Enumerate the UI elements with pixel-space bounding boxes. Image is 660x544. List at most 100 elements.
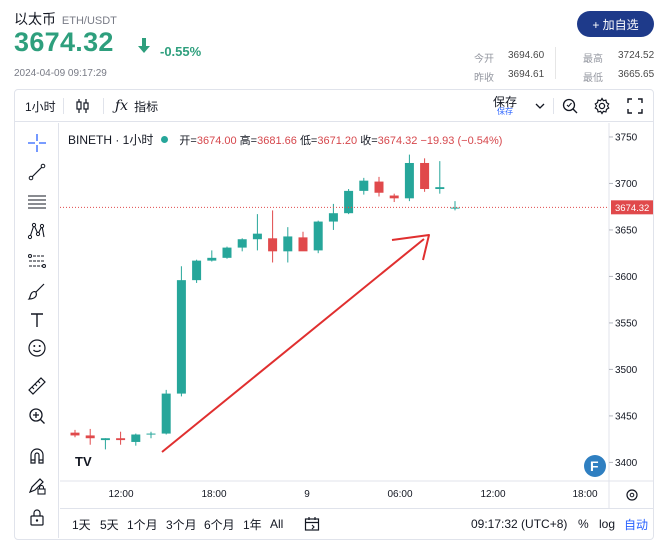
last-price-label: 3674.32 <box>615 203 649 214</box>
axis-settings-icon-center <box>629 492 635 498</box>
range-all[interactable]: All <box>270 517 284 531</box>
chart-widget <box>14 89 654 540</box>
range-toolbar: 1天 5天 1个月 3个月 6个月 1年 All 09:17:32 (UTC+8… <box>60 508 653 538</box>
lock-icon[interactable] <box>25 505 49 529</box>
measure-ruler-icon[interactable] <box>25 374 49 398</box>
interval-selector[interactable]: 1小时 <box>25 99 56 114</box>
candle-body <box>207 257 217 261</box>
candle-body <box>70 432 80 436</box>
lock-pencil-icon[interactable] <box>25 474 49 498</box>
x-tick-label: 9 <box>304 489 310 500</box>
low-label: 最低 <box>583 73 603 84</box>
text-tool-icon[interactable] <box>25 308 49 332</box>
legend-high-label: 高= <box>239 135 258 147</box>
y-tick-label: 3400 <box>615 458 638 469</box>
market-status-dot <box>161 136 169 143</box>
candle-body <box>176 280 186 394</box>
indicators-label: 指标 <box>134 99 159 114</box>
emoji-icon[interactable] <box>25 336 49 360</box>
candle-body <box>389 195 399 199</box>
range-1d[interactable]: 1天 <box>72 517 91 532</box>
candle-body <box>328 213 338 222</box>
fullscreen-icon[interactable] <box>627 90 643 122</box>
gear-icon[interactable] <box>593 90 611 122</box>
range-1m[interactable]: 1个月 <box>127 517 158 532</box>
legend-change: −19.93 (−0.54%) <box>420 135 503 147</box>
indicators-button[interactable]: ƒx 指标 <box>115 90 158 122</box>
candle-body <box>283 236 293 252</box>
x-tick-label: 06:00 <box>387 489 412 500</box>
candle-style-icon[interactable] <box>74 90 92 122</box>
candle-body <box>268 238 278 252</box>
log-toggle[interactable]: log <box>599 517 616 531</box>
candle-body <box>222 247 232 258</box>
candle-body <box>237 239 247 248</box>
legend-symbol: BINETH · 1小时 <box>68 133 154 147</box>
x-tick-label: 18:00 <box>572 489 597 500</box>
candle-body <box>298 237 308 252</box>
magnet-icon[interactable] <box>25 444 49 468</box>
trend-arrow-line[interactable] <box>161 238 425 453</box>
y-tick-label: 3500 <box>615 365 638 376</box>
range-1y[interactable]: 1年 <box>243 517 262 532</box>
pattern-icon[interactable] <box>25 219 49 243</box>
add-watchlist-button[interactable]: + 加自选 <box>577 11 654 37</box>
crosshair-icon[interactable] <box>25 131 49 155</box>
y-tick-label: 3450 <box>615 411 638 422</box>
legend-open: 3674.00 <box>196 135 237 147</box>
save-button[interactable]: 保存 保存 <box>493 90 517 122</box>
date-range-icon[interactable] <box>304 509 320 539</box>
y-tick-label: 3600 <box>615 272 638 283</box>
last-price-badge <box>611 200 653 215</box>
trend-arrow-head[interactable] <box>391 234 430 261</box>
range-3m[interactable]: 3个月 <box>166 517 197 532</box>
current-price: 3674.32 <box>14 27 114 57</box>
axis-settings-icon[interactable] <box>626 489 638 501</box>
ruler-lines-icon[interactable] <box>25 249 49 273</box>
x-tick-label: 18:00 <box>201 489 226 500</box>
tradingview-logo: TV <box>75 454 92 469</box>
percent-toggle[interactable]: % <box>578 517 589 531</box>
legend-low: 3671.20 <box>317 135 358 147</box>
toolbar-divider <box>103 98 104 114</box>
candle-body <box>374 181 384 193</box>
y-tick-label: 3550 <box>615 318 638 329</box>
chart-legend: BINETH · 1小时 开=3674.00 高=3681.66 低=3671.… <box>68 131 502 148</box>
down-arrow-icon <box>138 38 150 53</box>
prev-close-label: 昨收 <box>474 73 494 84</box>
f-badge-icon[interactable] <box>584 455 606 477</box>
candle-body <box>131 434 141 442</box>
zoom-in-icon[interactable] <box>25 404 49 428</box>
trendline-icon[interactable] <box>25 160 49 184</box>
horizontal-lines-icon[interactable] <box>25 189 49 213</box>
toolbar-divider <box>63 98 64 114</box>
low-value: 3665.65 <box>618 69 655 80</box>
asset-name: 以太币 ETH/USDT <box>14 9 117 29</box>
price-timestamp: 2024-04-09 09:17:29 <box>14 68 107 79</box>
candle-body <box>85 435 95 439</box>
utc-clock[interactable]: 09:17:32 (UTC+8) <box>471 517 568 531</box>
quick-search-icon[interactable] <box>561 90 579 122</box>
brush-icon[interactable] <box>25 279 49 303</box>
toolbar-divider <box>553 98 554 114</box>
legend-close: 3674.32 <box>377 135 418 147</box>
candle-body <box>435 187 445 190</box>
candle-body <box>146 433 156 435</box>
candle-body <box>161 393 171 434</box>
asset-cn-name: 以太币 <box>14 11 56 27</box>
candle-body <box>313 221 323 251</box>
save-label: 保存 <box>493 94 518 109</box>
drawing-toolbar <box>15 123 59 538</box>
range-6m[interactable]: 6个月 <box>204 517 235 532</box>
fx-icon: ƒx <box>115 98 129 114</box>
f-badge-letter: F <box>590 458 599 474</box>
save-sublabel: 保存 <box>497 107 513 117</box>
chevron-down-icon[interactable] <box>534 90 546 122</box>
range-5d[interactable]: 5天 <box>100 517 119 532</box>
auto-scale-toggle[interactable]: 自动 <box>624 517 649 532</box>
legend-low-label: 低= <box>299 135 318 147</box>
price-change: -0.55% <box>160 44 202 59</box>
candle-body <box>450 207 460 209</box>
legend-close-label: 收= <box>360 135 378 147</box>
